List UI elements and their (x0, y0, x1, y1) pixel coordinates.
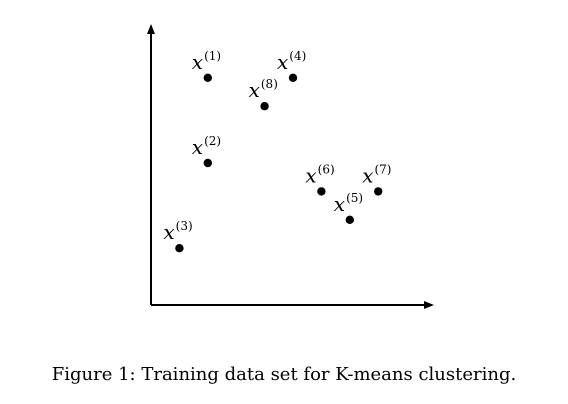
point-label: x(8) (249, 77, 278, 102)
data-point (260, 102, 269, 111)
point-label: x(1) (192, 49, 221, 74)
point-label: x(2) (192, 134, 221, 159)
data-point (203, 158, 212, 168)
data-point (317, 187, 326, 196)
point-label: x(7) (362, 162, 391, 187)
point-label: x(3) (163, 219, 192, 244)
figure-caption: Figure 1: Training data set for K-means … (51, 364, 517, 385)
data-point (175, 244, 184, 253)
data-points: x(1) x(2) x(3) x(4) x(5)x(6) x(7) x(8) (163, 49, 391, 253)
data-point (345, 215, 354, 224)
data-point (374, 187, 383, 196)
point-label: x(6) (305, 162, 334, 187)
data-point (288, 73, 298, 83)
data-point (203, 73, 212, 83)
point-label: x(4) (277, 49, 306, 74)
point-label: x(5) (334, 191, 363, 216)
scatter-plot: x(1) x(2) x(3) x(4) x(5)x(6) x(7) x(8) (147, 24, 434, 309)
